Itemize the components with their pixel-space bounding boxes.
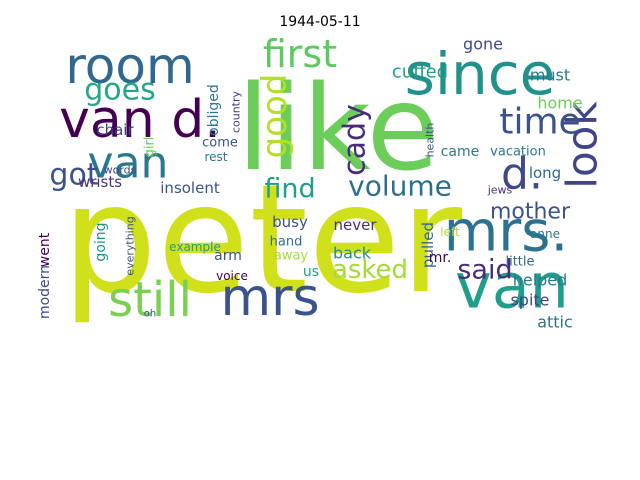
word: example [169,240,221,254]
cloud-area [40,32,600,330]
word: chair [96,121,134,139]
word: modern [37,265,53,319]
word: mother [490,200,571,225]
word: pulled [419,222,437,268]
word: arm [214,248,242,264]
word: mr. [429,250,452,266]
word: going [93,222,109,261]
word: said [457,255,512,286]
word: time [499,102,580,143]
word: went [37,232,53,267]
word: voice [216,269,248,283]
word: helped [513,271,568,290]
word: mrs. [444,200,569,265]
word: home [537,94,582,113]
word: find [264,174,315,205]
word: cuffed [392,62,448,83]
word: spite [510,291,549,310]
word: mrs [220,268,319,328]
word: must [530,66,570,85]
word: us [303,264,319,280]
word: oh [144,309,156,320]
word: busy [272,213,308,231]
word: room [65,37,194,95]
word: wrists [78,173,122,191]
word: cady [338,104,373,176]
word: long [529,164,561,182]
word: peter [62,153,463,327]
word: back [333,244,372,263]
word: left [440,225,460,239]
word: country [230,90,243,133]
word: insolent [160,179,220,197]
word: health [424,123,437,158]
word: words [104,164,137,177]
word: since [405,40,556,108]
word: obliged [206,84,222,136]
word: van d. [59,90,221,150]
word: little [505,255,534,270]
word: anne [530,227,560,241]
title: 1944-05-11 [279,14,360,30]
word: rest [204,150,227,164]
word: gone [463,35,503,54]
word: van [88,138,169,189]
word: everything [124,216,137,275]
word: came [441,144,480,160]
word: like [237,59,439,197]
word: goes [84,73,155,108]
word: jews [487,184,513,197]
word: first [263,32,337,76]
word: away [274,249,309,264]
word: asked [332,255,408,285]
word: d. [501,149,543,200]
word: vacation [490,145,546,160]
word: volume [348,170,452,203]
word: come [202,136,238,151]
word: still [108,272,192,328]
word: got [49,158,98,193]
word: attic [537,313,573,332]
word: never [333,216,377,234]
word: hand [270,235,303,250]
word: look [558,101,607,189]
word: good [255,74,295,159]
word: van [455,250,569,323]
word: girl [143,137,158,158]
